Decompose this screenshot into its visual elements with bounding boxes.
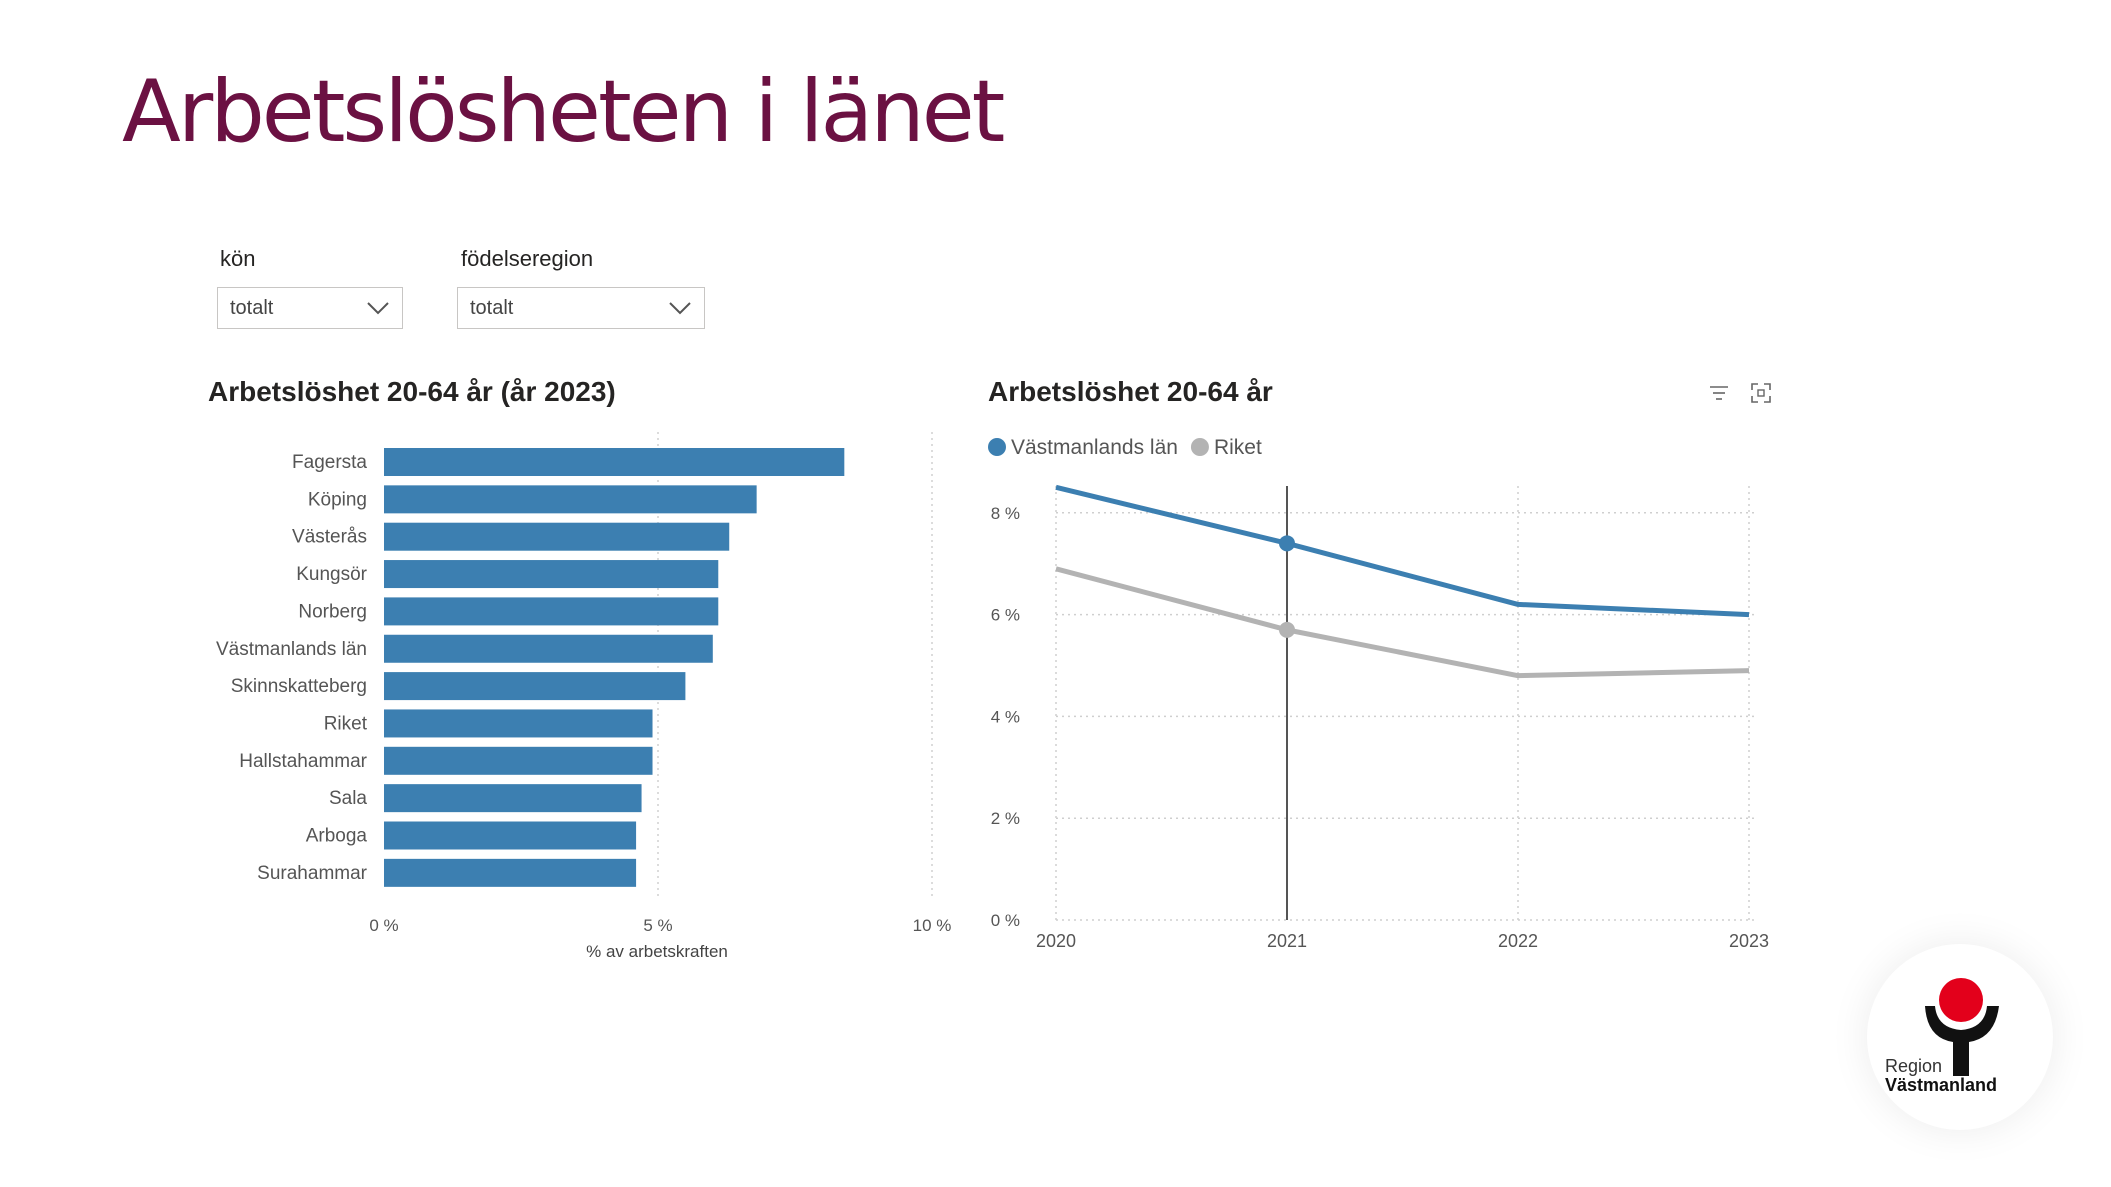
bar-chart-title: Arbetslöshet 20-64 år (år 2023)	[208, 376, 616, 407]
logo-text-vastmanland: Västmanland	[1885, 1075, 1998, 1095]
logo-emblem-icon	[1925, 978, 1999, 1076]
bar-10[interactable]	[384, 821, 637, 850]
bar-chart-category-label: Riket	[324, 713, 368, 734]
bar-chart-category-label: Kungsör	[296, 564, 367, 585]
bar-11[interactable]	[384, 858, 637, 887]
bar-chart-x-tick-label: 5 %	[643, 916, 672, 935]
bar-0[interactable]	[384, 448, 845, 476]
page-title: Arbetslösheten i länet	[122, 62, 1005, 162]
bar-chart-category-label: Norberg	[298, 601, 367, 622]
bar-chart-category-label: Fagersta	[292, 452, 367, 473]
gender-filter-label: kön	[220, 246, 256, 271]
birth-region-filter-label: födelseregion	[461, 246, 594, 271]
bar-chart-x-tick-label: 0 %	[369, 916, 398, 935]
bar-chart-x-axis-label: % av arbetskraften	[586, 942, 728, 961]
bar-chart-category-label: Västmanlands län	[216, 639, 367, 660]
birth-region-dropdown-value: totalt	[470, 297, 514, 319]
bar-1[interactable]	[384, 485, 757, 514]
gender-dropdown[interactable]: totalt	[217, 287, 403, 329]
line-chart-title: Arbetslöshet 20-64 år	[988, 376, 1273, 407]
gender-dropdown-value: totalt	[230, 297, 274, 319]
birth-region-dropdown[interactable]: totalt	[457, 287, 705, 329]
bar-chart-category-label: Västerås	[292, 527, 367, 548]
bar-3[interactable]	[384, 560, 719, 589]
bar-6[interactable]	[384, 672, 686, 701]
bar-9[interactable]	[384, 784, 642, 813]
focus-mode-icon[interactable]	[1749, 381, 1773, 405]
bar-5[interactable]	[384, 634, 713, 663]
bar-chart-category-label: Arboga	[306, 826, 368, 847]
bar-2[interactable]	[384, 522, 730, 551]
logo-text-region: Region	[1885, 1056, 1943, 1076]
bar-4[interactable]	[384, 597, 719, 626]
region-vastmanland-logo: Region Västmanland	[1867, 944, 2053, 1130]
bar-8[interactable]	[384, 746, 653, 775]
bar-chart-category-label: Sala	[329, 788, 367, 809]
bar-chart-category-label: Surahammar	[257, 863, 367, 884]
bar-chart-x-tick-label: 10 %	[913, 916, 952, 935]
chevron-down-icon	[669, 302, 691, 315]
bar-chart-category-label: Skinnskatteberg	[231, 676, 367, 697]
chevron-down-icon	[367, 302, 389, 315]
filter-icon[interactable]	[1707, 381, 1731, 405]
bar-chart-category-label: Hallstahammar	[239, 751, 367, 772]
bar-chart-category-label: Köping	[308, 489, 367, 510]
bar-7[interactable]	[384, 709, 653, 738]
